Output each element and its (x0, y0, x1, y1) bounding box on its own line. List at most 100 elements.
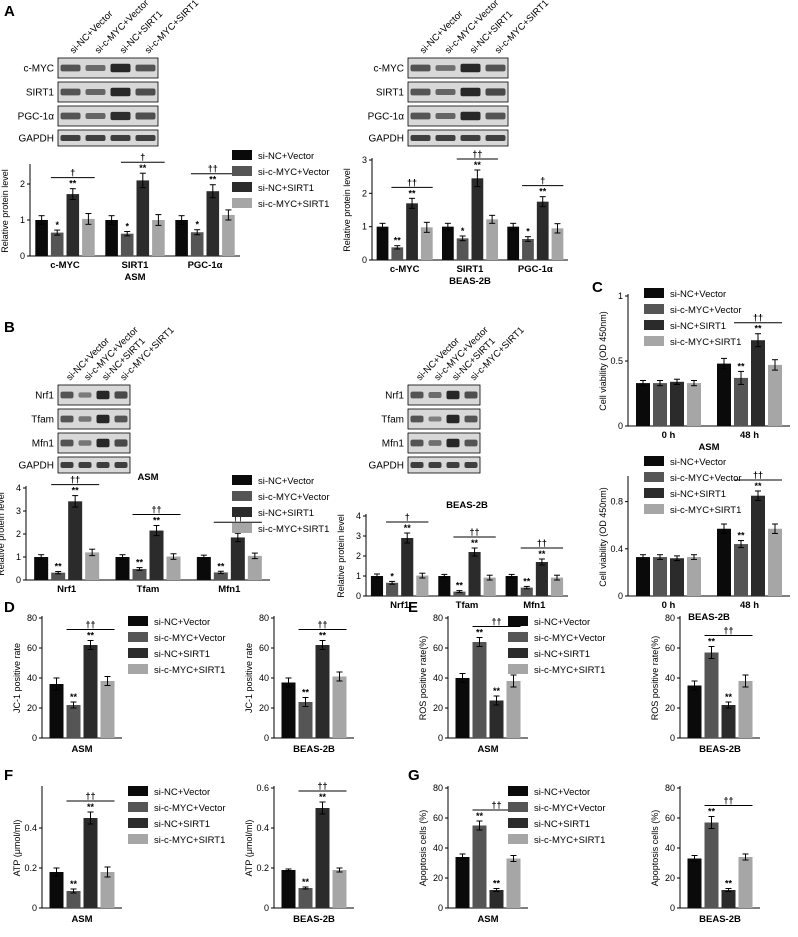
y-tick-label: 0.2 (24, 863, 37, 873)
blot-strip (407, 57, 509, 79)
bar (83, 818, 98, 908)
blot-band (428, 416, 442, 422)
bar (751, 340, 765, 426)
bar (66, 194, 80, 256)
bar (332, 870, 347, 908)
x-category-label: c-MYC (390, 264, 420, 275)
y-tick-label: 0 (670, 903, 675, 913)
legend-label: si-NC+Vector (670, 457, 726, 468)
blot-band (114, 461, 128, 469)
blot-row-label: Tfam (381, 415, 404, 426)
y-tick-label: 20 (433, 703, 443, 713)
x-category-label: PGC-1α (518, 264, 553, 275)
legend-label: si-c-MYC+SIRT1 (534, 835, 605, 846)
bar (152, 220, 165, 256)
y-axis-label: ATP (μmol/ml) (244, 820, 254, 877)
bar (120, 233, 134, 256)
bar (166, 556, 181, 580)
bracket-mark: † (405, 512, 410, 522)
bar (391, 247, 404, 260)
blot-band (60, 88, 81, 96)
y-tick-label: 1 (16, 552, 21, 562)
legend-label: si-c-MYC+SIRT1 (154, 835, 225, 846)
y-axis-label: Relative protein level (336, 514, 346, 598)
legend-swatch (508, 616, 528, 626)
y-tick-label: 1 (356, 571, 361, 581)
bar (247, 555, 262, 580)
blot-strip (407, 384, 481, 406)
blot-band (85, 134, 106, 142)
significance-mark: ** (70, 879, 78, 889)
bracket-mark: †† (407, 177, 417, 187)
bar (453, 591, 466, 596)
bracket-mark: †† (317, 781, 327, 791)
bar (281, 870, 296, 908)
blot-row-label: PGC-1α (368, 112, 405, 123)
bracket-mark: † (70, 168, 75, 178)
y-tick-label: 0 (618, 591, 623, 601)
blot-band (60, 112, 81, 120)
x-category-label: 0 h (662, 600, 676, 611)
bracket-mark: †† (85, 620, 95, 630)
y-axis-label: JC-1 positive rate (244, 643, 254, 713)
bracket-mark: †† (491, 800, 501, 810)
bar (66, 891, 81, 908)
x-category-label: c-MYC (50, 260, 80, 271)
significance-mark: ** (476, 628, 484, 638)
significance-mark: ** (737, 361, 745, 371)
blot-band (110, 63, 131, 73)
legend-swatch (232, 166, 252, 176)
legend-swatch (128, 664, 148, 674)
blot-band (464, 439, 478, 447)
y-tick-label: 40 (27, 673, 37, 683)
y-tick-label: 1 (618, 291, 623, 301)
blot-band (485, 134, 506, 142)
blot-band (78, 440, 92, 446)
bar (551, 228, 564, 260)
blot-band (410, 112, 431, 120)
x-category-label: 0 h (662, 430, 676, 441)
panel-label-f: F (4, 767, 13, 784)
blot-row-label: c-MYC (23, 64, 54, 75)
legend-label: si-c-MYC+Vector (154, 633, 226, 644)
x-category-label: 48 h (740, 430, 759, 441)
bracket-mark: †† (208, 164, 218, 174)
chart-title: BEAS-2B (446, 500, 488, 511)
legend-swatch (128, 616, 148, 626)
legend-swatch (232, 523, 252, 533)
blot-strip (57, 81, 159, 103)
significance-mark: ** (153, 515, 161, 525)
bar (636, 383, 650, 426)
bar (416, 575, 429, 596)
bar (550, 577, 564, 596)
y-tick-label: 0.6 (256, 783, 269, 793)
bar (83, 645, 98, 738)
bracket-mark: †† (233, 512, 243, 522)
blot-band (96, 438, 110, 448)
x-category-label: 48 h (740, 600, 759, 611)
legend-label: si-NC+SIRT1 (670, 489, 726, 500)
legend-swatch (128, 648, 148, 658)
significance-mark: ** (754, 481, 762, 491)
bar (420, 227, 433, 260)
bar (472, 825, 487, 908)
bar (206, 191, 220, 256)
x-category-label: Mfn1 (523, 600, 546, 611)
bar (704, 822, 719, 908)
y-tick-label: 0 (670, 733, 675, 743)
legend-label: si-NC+SIRT1 (670, 321, 726, 332)
bar (51, 572, 66, 580)
legend-swatch (508, 818, 528, 828)
legend-label: si-NC+SIRT1 (534, 819, 590, 830)
bar (401, 538, 414, 596)
significance-mark: ** (708, 637, 716, 647)
significance-mark: * (390, 571, 394, 581)
legend-label: si-NC+SIRT1 (258, 183, 314, 194)
x-category-label: Tfam (137, 584, 160, 595)
blot-band (96, 390, 110, 400)
legend-label: si-NC+Vector (534, 617, 590, 628)
y-tick-label: 60 (665, 643, 675, 653)
y-tick-label: 80 (665, 783, 675, 793)
blot-band (460, 87, 481, 97)
bar (281, 682, 296, 738)
